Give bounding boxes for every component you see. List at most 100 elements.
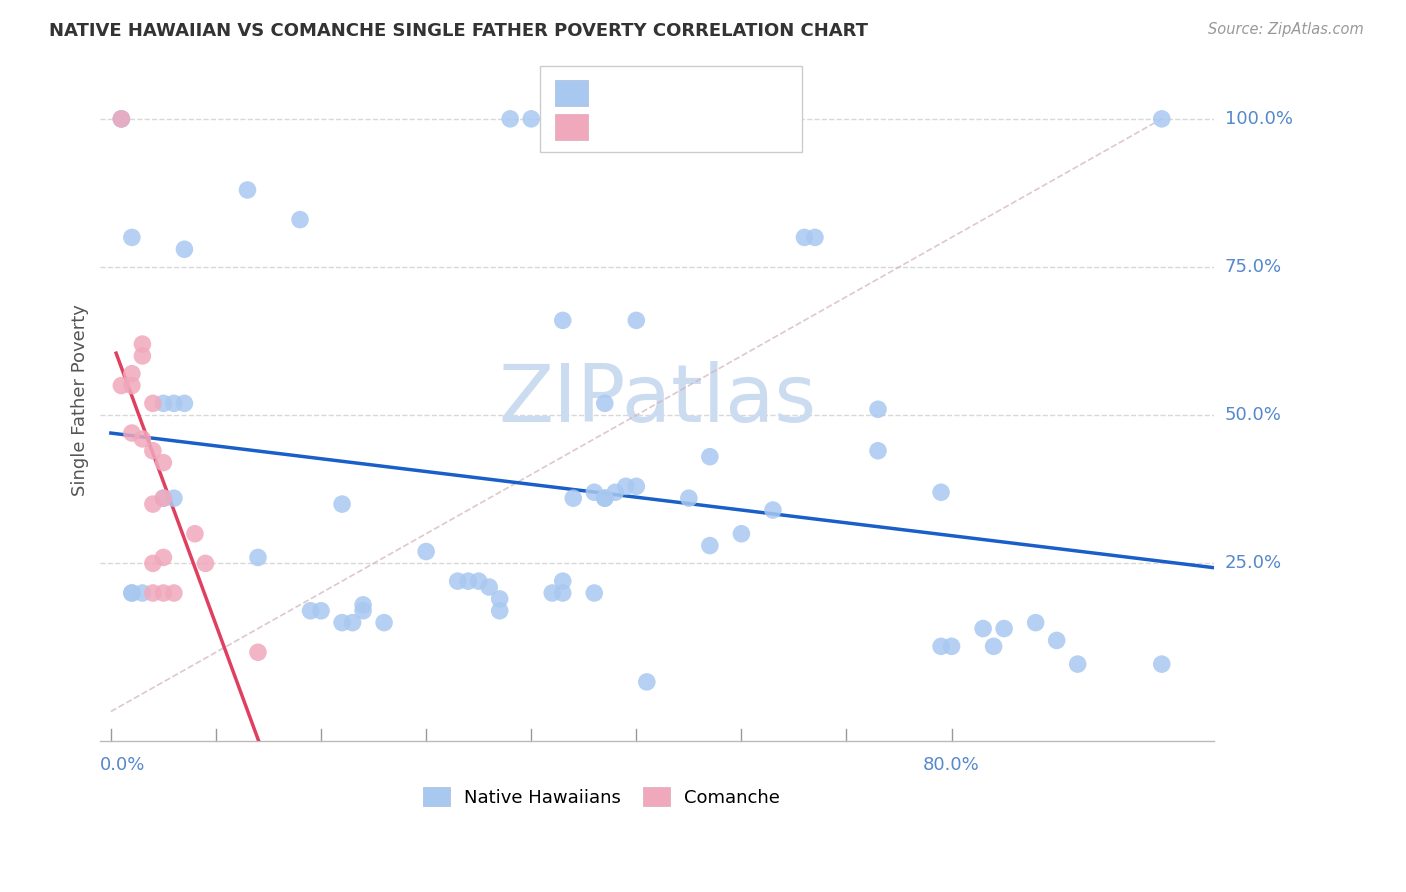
Point [447,574,470,589]
Point [246,550,269,565]
Point [110,112,132,126]
Point [352,598,374,612]
Point [142,443,165,458]
Text: 25.0%: 25.0% [1225,554,1282,573]
Point [1046,633,1069,648]
Point [551,574,574,589]
Point [636,674,658,689]
Point [131,337,153,351]
Text: N = 21: N = 21 [696,118,763,136]
Point [993,622,1015,636]
Point [152,491,174,505]
FancyBboxPatch shape [555,80,588,106]
Point [121,378,143,392]
Text: ZIPatlas: ZIPatlas [498,361,817,440]
Point [184,526,207,541]
Legend: Native Hawaiians, Comanche: Native Hawaiians, Comanche [416,780,787,814]
Point [236,183,259,197]
Point [373,615,395,630]
Point [330,615,353,630]
Text: N = 73: N = 73 [696,84,763,102]
Point [551,586,574,600]
Point [173,396,195,410]
Point [288,212,311,227]
Point [593,491,616,505]
Point [131,349,153,363]
Point [309,604,332,618]
Point [626,479,648,493]
Text: 50.0%: 50.0% [1225,406,1282,425]
Text: 0.0%: 0.0% [100,756,146,774]
Point [121,586,143,600]
Point [457,574,479,589]
Text: R = 0.007: R = 0.007 [599,84,697,102]
Point [626,313,648,327]
Point [983,640,1005,654]
Point [142,586,165,600]
Point [142,497,165,511]
Text: 75.0%: 75.0% [1225,258,1282,276]
Point [1025,615,1047,630]
Point [110,112,132,126]
Point [478,580,501,594]
Point [415,544,437,558]
Text: 100.0%: 100.0% [1225,110,1292,128]
FancyBboxPatch shape [540,66,803,152]
Point [593,491,616,505]
Point [299,604,322,618]
Point [110,378,132,392]
Point [330,497,353,511]
Point [152,396,174,410]
Point [1066,657,1088,672]
Text: Source: ZipAtlas.com: Source: ZipAtlas.com [1208,22,1364,37]
Point [593,396,616,410]
Point [499,112,522,126]
Point [246,645,269,659]
Point [929,640,952,654]
Point [699,450,721,464]
Point [342,615,364,630]
Point [972,622,994,636]
Point [467,574,489,589]
Point [1150,112,1173,126]
Point [152,491,174,505]
Point [121,230,143,244]
Point [678,491,700,505]
Point [488,591,510,606]
Point [699,539,721,553]
Point [142,557,165,571]
Point [173,242,195,256]
Y-axis label: Single Father Poverty: Single Father Poverty [72,304,89,496]
Point [121,367,143,381]
Point [1150,657,1173,672]
Point [163,586,186,600]
Point [352,604,374,618]
Point [152,550,174,565]
Point [163,491,186,505]
Point [520,112,543,126]
Point [614,479,637,493]
Point [929,485,952,500]
Point [131,432,153,446]
Text: 80.0%: 80.0% [924,756,980,774]
Point [941,640,963,654]
Point [152,586,174,600]
Point [866,443,889,458]
Point [804,230,827,244]
Point [110,112,132,126]
Point [583,485,606,500]
Point [866,402,889,417]
Text: NATIVE HAWAIIAN VS COMANCHE SINGLE FATHER POVERTY CORRELATION CHART: NATIVE HAWAIIAN VS COMANCHE SINGLE FATHE… [49,22,869,40]
Point [605,485,627,500]
Point [121,425,143,440]
Point [583,586,606,600]
FancyBboxPatch shape [555,114,588,140]
Point [730,526,752,541]
Point [131,586,153,600]
Point [121,586,143,600]
Point [152,456,174,470]
Point [551,313,574,327]
Point [142,396,165,410]
Point [541,586,564,600]
Text: R = 0.298: R = 0.298 [599,118,697,136]
